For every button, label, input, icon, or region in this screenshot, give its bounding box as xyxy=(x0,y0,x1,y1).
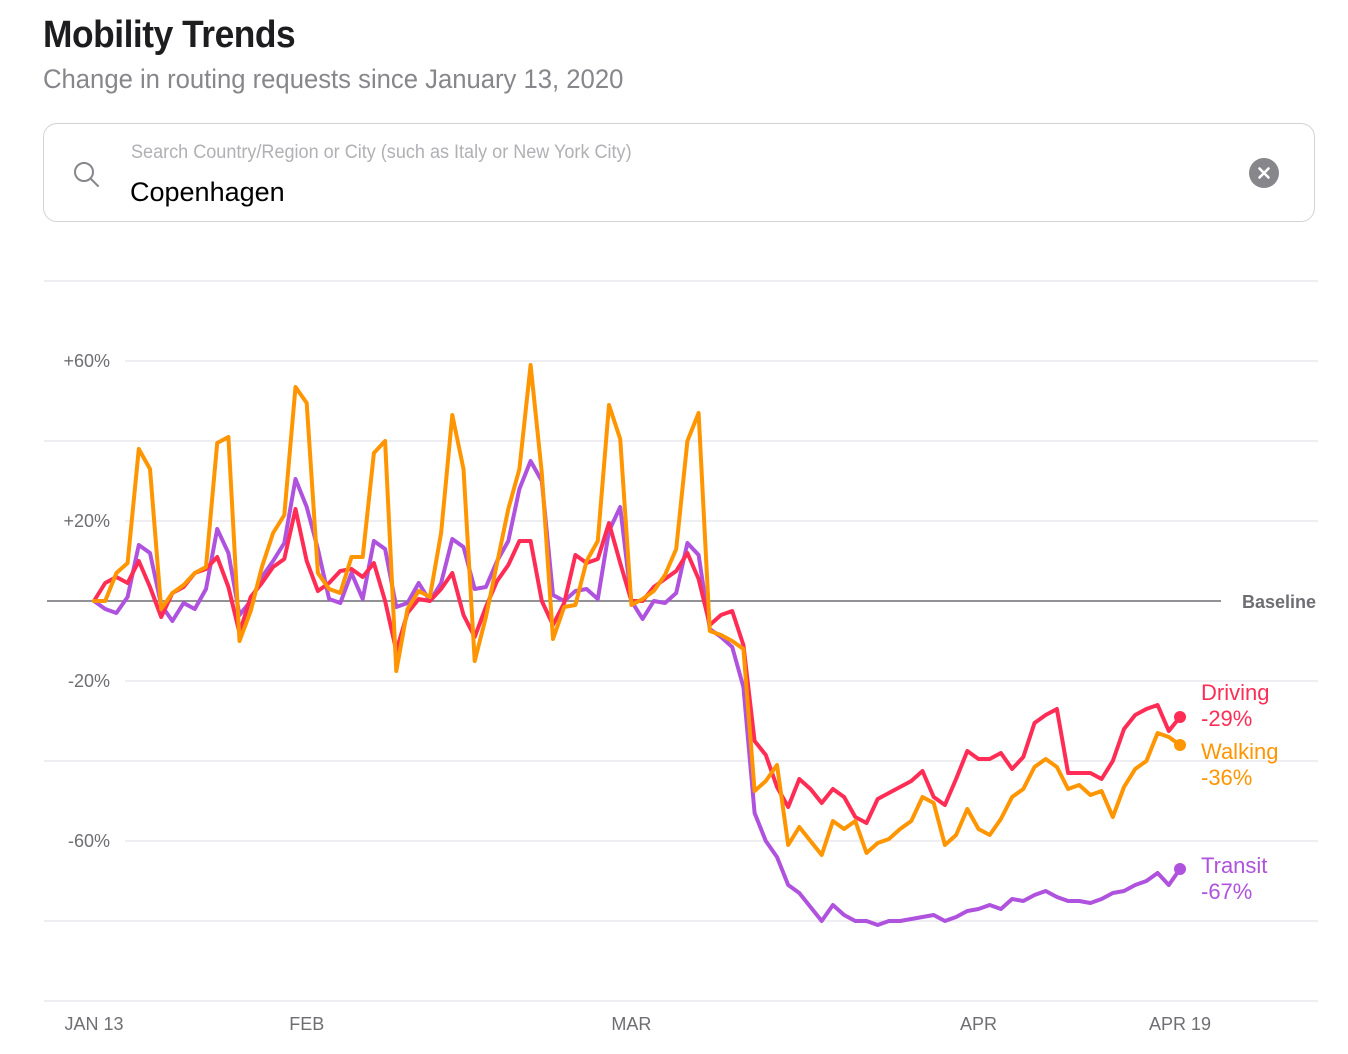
series-endpoint-driving xyxy=(1174,711,1187,723)
series-lines xyxy=(92,363,1187,927)
legend-name-walking: Walking xyxy=(1201,739,1278,764)
mobility-chart: +60% +20% -20% -60% JAN 13 FEB MAR APR APR 19 B… xyxy=(44,280,1318,1034)
x-tick-label: JAN 13 xyxy=(64,1014,123,1034)
legend-value-transit: -67% xyxy=(1201,879,1252,904)
y-tick-label: -60% xyxy=(68,831,110,851)
legend: Driving-29% Walking-36% Transit-67% xyxy=(1201,680,1278,904)
y-tick-label: +20% xyxy=(63,511,110,531)
y-tick-label: -20% xyxy=(68,671,110,691)
page-subtitle: Change in routing requests since January… xyxy=(43,64,624,94)
page-title: Mobility Trends xyxy=(43,14,296,56)
grid-lines xyxy=(44,280,1318,1002)
x-tick-label: MAR xyxy=(611,1014,651,1034)
search-placeholder: Search Country/Region or City (such as I… xyxy=(131,142,632,163)
y-axis-ticks: +60% +20% -20% -60% xyxy=(63,351,110,851)
search-icon xyxy=(72,160,102,190)
x-tick-label: APR xyxy=(960,1014,997,1034)
clear-circle-icon xyxy=(1258,167,1270,179)
series-line-walking xyxy=(92,363,1182,857)
legend-name-transit: Transit xyxy=(1201,853,1267,878)
baseline-label: Baseline xyxy=(1242,592,1316,612)
x-tick-label: FEB xyxy=(289,1014,324,1034)
x-axis-ticks: JAN 13 FEB MAR APR APR 19 xyxy=(64,1014,1211,1034)
series-endpoint-walking xyxy=(1174,739,1187,751)
search-box[interactable]: Search Country/Region or City (such as I… xyxy=(43,123,1315,222)
legend-name-driving: Driving xyxy=(1201,680,1269,705)
series-line-driving xyxy=(92,507,1182,825)
clear-search-button[interactable] xyxy=(1249,158,1279,188)
legend-value-walking: -36% xyxy=(1201,765,1252,790)
search-input[interactable] xyxy=(130,174,1130,210)
y-tick-label: +60% xyxy=(63,351,110,371)
legend-value-driving: -29% xyxy=(1201,706,1252,731)
series-endpoint-transit xyxy=(1174,863,1187,875)
series-line-transit xyxy=(92,459,1182,927)
x-tick-label: APR 19 xyxy=(1149,1014,1211,1034)
